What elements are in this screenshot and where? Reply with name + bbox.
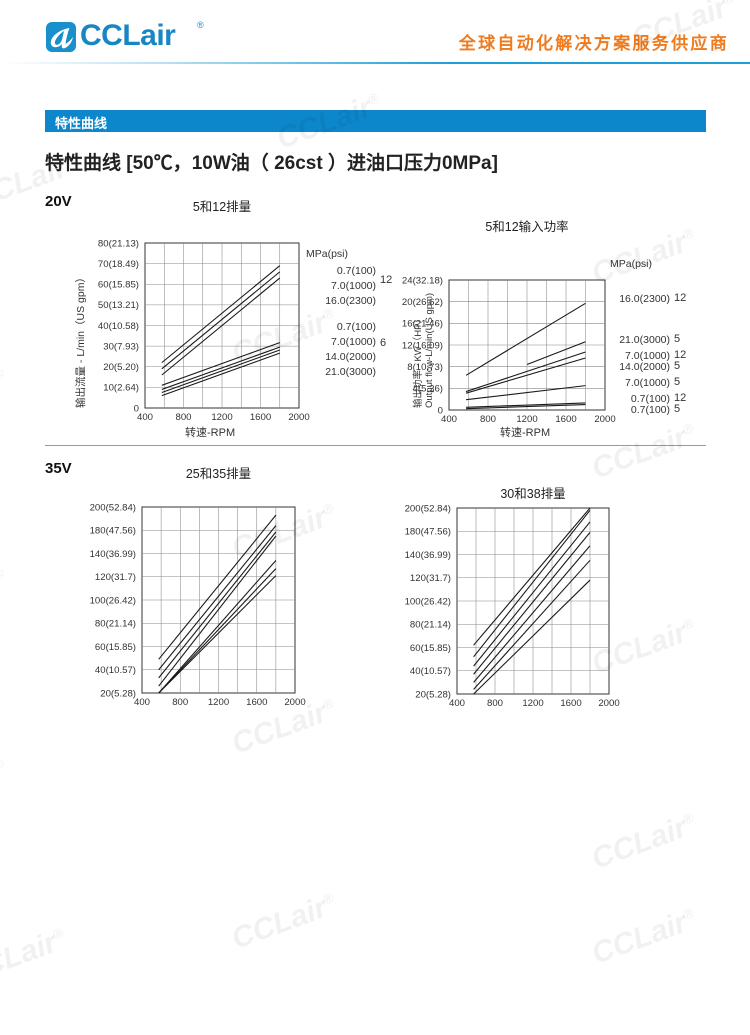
svg-text:60(15.85): 60(15.85) [410, 643, 451, 654]
svg-text:200(52.84): 200(52.84) [405, 503, 451, 514]
svg-text:800: 800 [175, 412, 191, 423]
svg-text:400: 400 [137, 412, 153, 423]
svg-text:800: 800 [487, 698, 503, 709]
svg-text:400: 400 [441, 414, 457, 425]
svg-text:40(10.58): 40(10.58) [98, 321, 139, 332]
svg-text:100(26.42): 100(26.42) [405, 596, 451, 607]
svg-text:80(21.13): 80(21.13) [98, 238, 139, 249]
svg-text:1600: 1600 [560, 698, 581, 709]
svg-text:70(18.49): 70(18.49) [98, 259, 139, 270]
svg-text:2000: 2000 [288, 412, 309, 423]
svg-text:1200: 1200 [208, 697, 229, 708]
svg-text:400: 400 [134, 697, 150, 708]
svg-text:60(15.85): 60(15.85) [95, 642, 136, 653]
svg-text:80(21.14): 80(21.14) [410, 620, 451, 631]
svg-text:100(26.42): 100(26.42) [90, 595, 136, 606]
svg-text:800: 800 [480, 414, 496, 425]
svg-text:10(2.64): 10(2.64) [103, 383, 139, 394]
svg-text:180(47.56): 180(47.56) [405, 527, 451, 538]
svg-text:200(52.84): 200(52.84) [90, 502, 136, 513]
svg-text:1200: 1200 [211, 412, 232, 423]
svg-text:800: 800 [172, 697, 188, 708]
svg-text:24(32.18): 24(32.18) [402, 275, 443, 286]
svg-text:120(31.7): 120(31.7) [95, 572, 136, 583]
svg-text:20(5.20): 20(5.20) [103, 362, 139, 373]
svg-text:2000: 2000 [598, 698, 619, 709]
svg-text:180(47.56): 180(47.56) [90, 526, 136, 537]
svg-text:1600: 1600 [246, 697, 267, 708]
svg-text:60(15.85): 60(15.85) [98, 280, 139, 291]
svg-text:140(36.99): 140(36.99) [90, 549, 136, 560]
svg-text:1600: 1600 [250, 412, 271, 423]
svg-text:140(36.99): 140(36.99) [405, 550, 451, 561]
svg-text:120(31.7): 120(31.7) [410, 573, 451, 584]
svg-text:1600: 1600 [555, 414, 576, 425]
svg-text:20(5.28): 20(5.28) [100, 688, 136, 699]
svg-text:20(5.28): 20(5.28) [415, 689, 451, 700]
svg-text:400: 400 [449, 698, 465, 709]
svg-text:1200: 1200 [522, 698, 543, 709]
svg-text:40(10.57): 40(10.57) [95, 665, 136, 676]
svg-text:30(7.93): 30(7.93) [103, 341, 139, 352]
svg-text:80(21.14): 80(21.14) [95, 619, 136, 630]
svg-text:40(10.57): 40(10.57) [410, 666, 451, 677]
svg-text:2000: 2000 [284, 697, 305, 708]
svg-text:50(13.21): 50(13.21) [98, 300, 139, 311]
